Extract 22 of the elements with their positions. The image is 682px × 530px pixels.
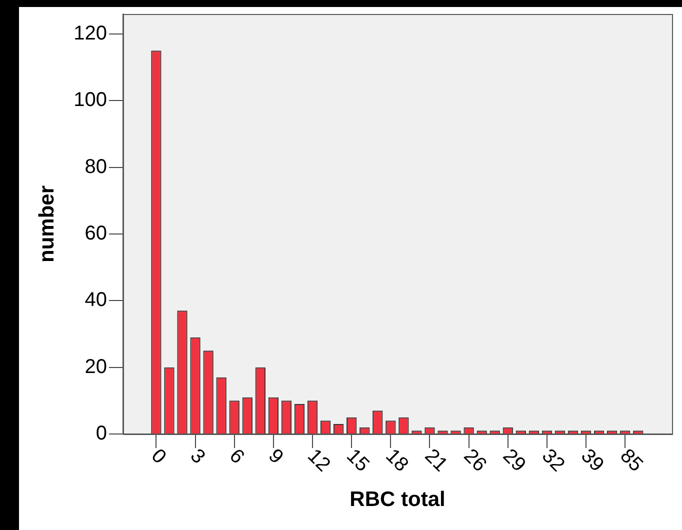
x-tick-label: 6	[224, 444, 248, 468]
y-axis-title: number	[35, 185, 58, 263]
x-tick-label: 39	[576, 444, 608, 476]
x-tick-label: 18	[381, 444, 413, 476]
x-tick-label: 3	[186, 444, 210, 468]
y-tick-label: 120	[74, 22, 107, 45]
x-tick-label: 85	[616, 444, 647, 476]
x-tick-label: 29	[498, 444, 530, 476]
y-tick-label: 80	[84, 156, 107, 178]
x-tick-label: 15	[342, 444, 374, 476]
x-tick-label: 9	[264, 444, 288, 468]
x-tick-label: 12	[303, 444, 334, 476]
y-tick-label: 100	[74, 89, 107, 112]
y-tick-label: 40	[84, 289, 107, 312]
x-tick-label: 0	[146, 444, 170, 468]
y-tick-label: 0	[96, 422, 107, 445]
y-tick-label: 20	[84, 356, 107, 378]
y-tick-label: 60	[84, 222, 107, 245]
x-tick-label: 21	[420, 444, 452, 476]
x-tick-label: 26	[459, 444, 491, 476]
x-axis-title: RBC total	[350, 488, 446, 512]
x-tick-label: 32	[538, 444, 569, 476]
